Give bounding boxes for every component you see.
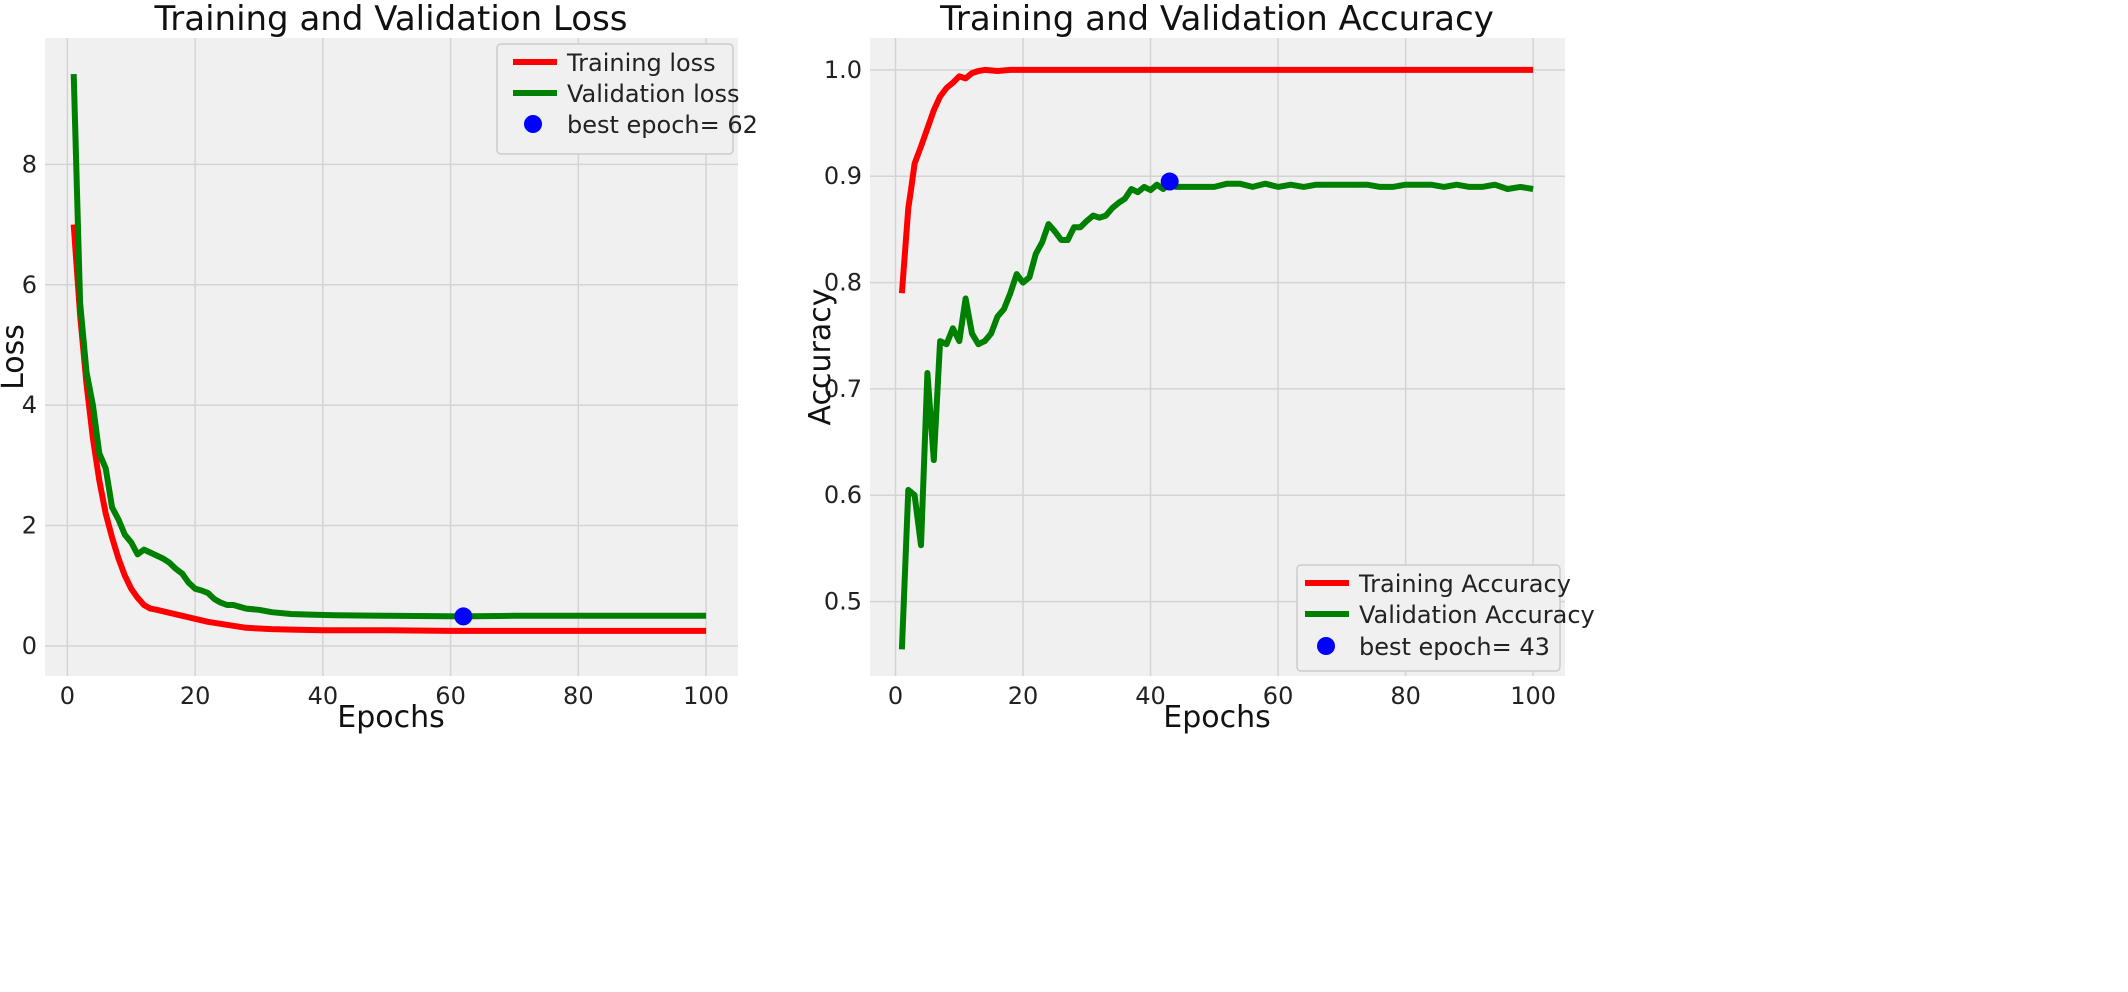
accuracy-series [898,66,1534,650]
accuracy-x-tick-label: 80 [1390,682,1421,710]
loss-chart-title: Training and Validation Loss [153,0,627,39]
loss-y-axis-label: Loss [0,324,31,390]
series-line-validation-loss [70,74,707,620]
accuracy-chart-title: Training and Validation Accuracy [939,0,1494,39]
accuracy-x-axis-label: Epochs [1163,700,1271,735]
loss-chart: 0 20 40 60 80 100 0 2 4 6 8 Training and Validatio… [0,0,758,735]
loss-x-tick-label: 20 [180,682,211,710]
accuracy-legend-label-training: Training Accuracy [1358,570,1571,598]
accuracy-legend-marker-best [1317,637,1335,655]
loss-y-tick-label: 2 [22,512,37,540]
loss-x-tick-label: 100 [683,682,729,710]
loss-y-tick-label: 8 [22,150,37,178]
loss-tick-labels: 0 20 40 60 80 100 0 2 4 6 8 [22,150,729,710]
loss-x-axis-label: Epochs [337,700,445,735]
accuracy-legend-label-validation: Validation Accuracy [1359,601,1595,629]
loss-grid [45,38,738,676]
accuracy-best-epoch-marker [1160,172,1179,191]
series-line-training-loss [70,224,707,634]
loss-x-tick-label: 40 [308,682,339,710]
loss-x-tick-label: 80 [563,682,594,710]
loss-legend-label-validation: Validation loss [567,80,740,108]
accuracy-x-tick-label: 100 [1510,682,1556,710]
loss-legend-label-training: Training loss [566,49,716,77]
loss-x-tick-label: 0 [60,682,75,710]
series-line-training-accuracy [898,66,1534,294]
loss-series [70,74,707,634]
accuracy-tick-labels: 0 20 40 60 80 100 0.5 0.6 0.7 0.8 0.9 1.0 [824,56,1556,710]
loss-legend-box [496,43,734,155]
accuracy-y-tick-label: 0.5 [824,588,862,616]
accuracy-y-tick-label: 0.6 [824,481,862,509]
loss-y-tick-label: 0 [22,632,37,660]
accuracy-y-tick-label: 0.7 [824,375,862,403]
accuracy-legend: Training Accuracy Validation Accuracy be… [1296,564,1595,672]
accuracy-x-tick-label: 40 [1135,682,1166,710]
accuracy-y-axis-label: Accuracy [803,289,838,426]
accuracy-legend-box [1296,564,1561,672]
accuracy-x-tick-label: 60 [1263,682,1294,710]
accuracy-x-tick-label: 0 [888,682,903,710]
loss-best-epoch-marker [454,607,473,626]
accuracy-chart: 0 20 40 60 80 100 0.5 0.6 0.7 0.8 0.9 1.0 Training … [803,0,1595,735]
accuracy-y-tick-label: 0.9 [824,162,862,190]
loss-legend-marker-best [524,115,542,133]
loss-y-tick-label: 4 [22,391,37,419]
loss-y-tick-label: 6 [22,271,37,299]
series-line-validation-accuracy [898,178,1534,650]
loss-legend-label-best: best epoch= 62 [567,111,758,139]
loss-legend: Training loss Validation loss best epoch… [496,43,758,155]
accuracy-y-tick-label: 1.0 [824,56,862,84]
accuracy-legend-label-best: best epoch= 43 [1359,633,1550,661]
accuracy-x-tick-label: 20 [1008,682,1039,710]
loss-x-tick-label: 60 [435,682,466,710]
accuracy-y-tick-label: 0.8 [824,269,862,297]
